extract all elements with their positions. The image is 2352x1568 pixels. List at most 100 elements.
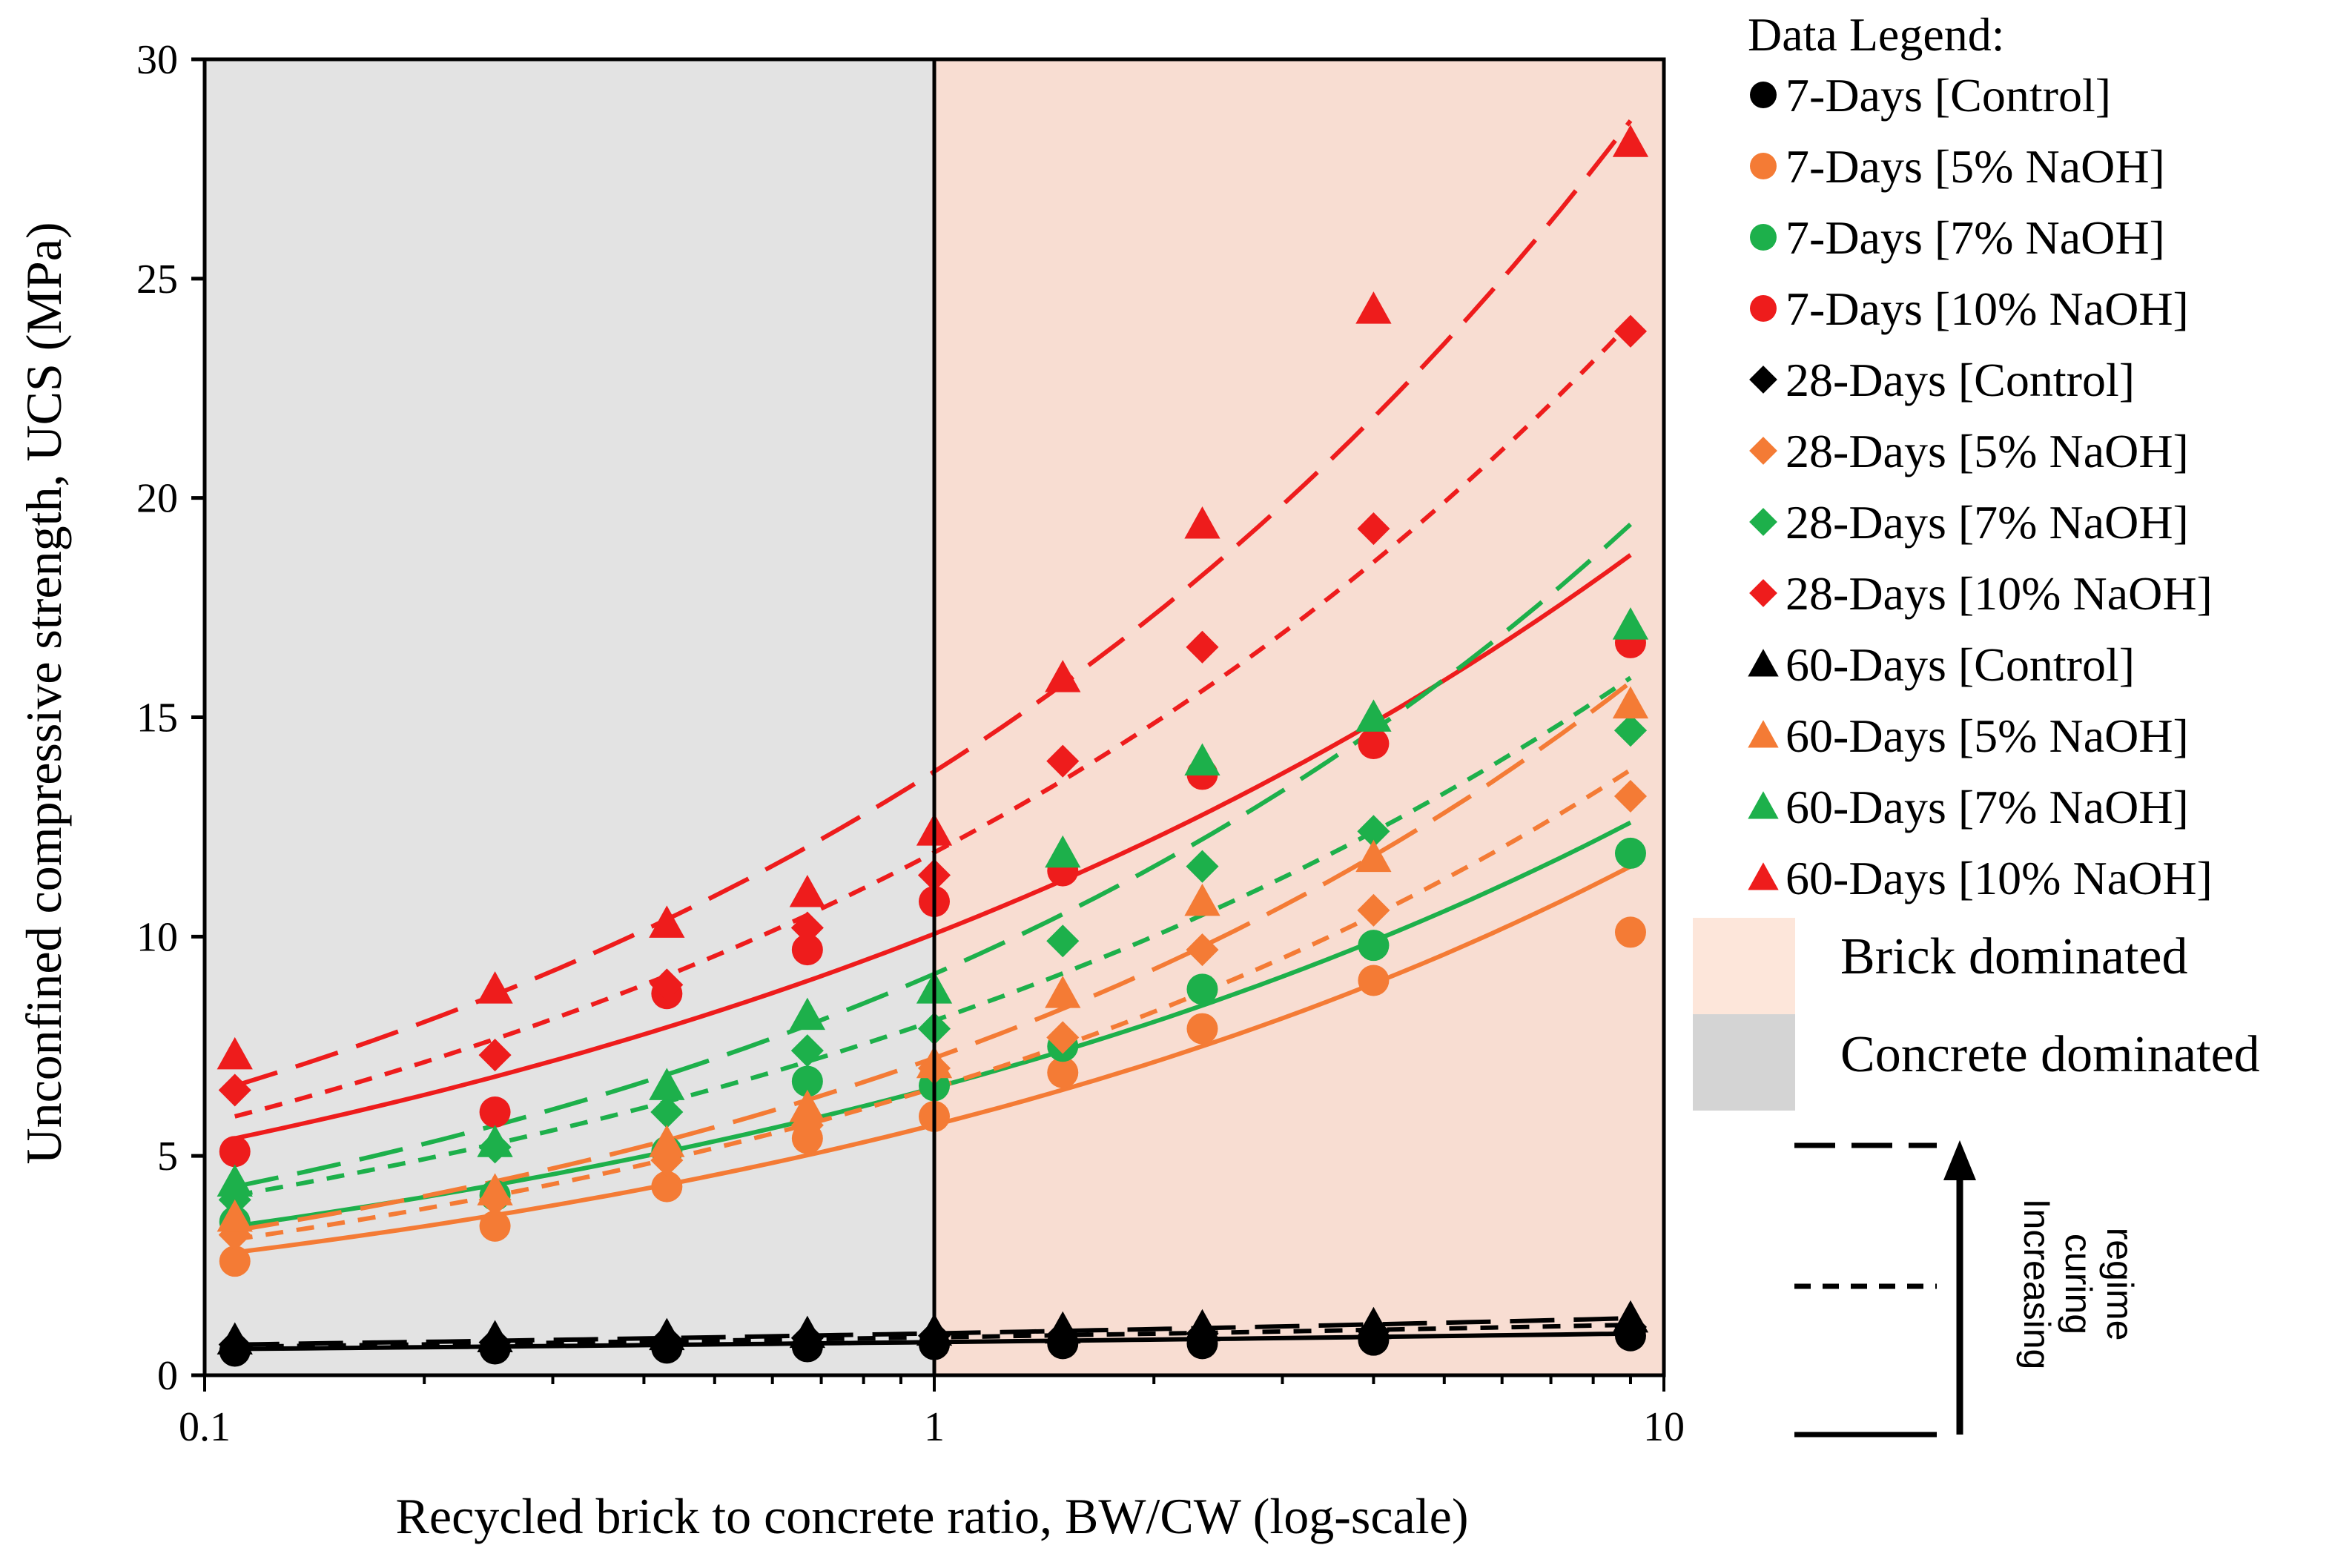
data-point-s10-1 xyxy=(477,1125,513,1157)
data-point-s5-8 xyxy=(1613,779,1648,813)
legend-label-1: 7-Days [5% NaOH] xyxy=(1786,140,2165,193)
data-point-s7-3 xyxy=(790,911,824,945)
legend-label-7: 28-Days [10% NaOH] xyxy=(1786,567,2213,620)
data-point-s10-0 xyxy=(217,1164,253,1197)
data-point-s11-1 xyxy=(477,971,513,1004)
fit-line-8 xyxy=(234,1316,1631,1347)
x-tick-label-0: 0.1 xyxy=(179,1404,231,1450)
fit-line-5 xyxy=(234,767,1632,1242)
data-point-s5-5 xyxy=(1046,1021,1080,1054)
data-point-s7-8 xyxy=(1613,314,1648,348)
legend-marker-2 xyxy=(1750,224,1777,251)
y-tick-label-5: 25 xyxy=(136,257,178,302)
data-point-s3-7 xyxy=(1358,728,1390,759)
data-point-s5-6 xyxy=(1186,933,1219,967)
data-point-s6-8 xyxy=(1613,714,1648,747)
legend-marker-9 xyxy=(1748,720,1779,748)
data-point-s9-3 xyxy=(789,1089,826,1122)
data-point-s7-5 xyxy=(1046,744,1080,778)
curing-note-line-3: regime xyxy=(2099,1228,2141,1341)
data-point-s9-1 xyxy=(477,1173,513,1205)
legend: Data Legend: 7-Days [Control] 7-Days [5% … xyxy=(1748,8,2213,904)
data-point-s2-7 xyxy=(1358,930,1390,962)
data-point-s5-7 xyxy=(1357,893,1390,927)
data-point-s1-2 xyxy=(651,1171,683,1203)
brick-dominated-swatch xyxy=(1693,918,1795,1014)
legend-label-9: 60-Days [5% NaOH] xyxy=(1786,709,2189,762)
legend-marker-7 xyxy=(1749,579,1777,607)
data-point-s9-7 xyxy=(1355,839,1392,873)
legend-label-10: 60-Days [7% NaOH] xyxy=(1786,781,2189,833)
data-point-s10-5 xyxy=(1045,835,1081,868)
data-point-s11-3 xyxy=(789,875,826,907)
data-point-s10-3 xyxy=(789,997,826,1031)
data-point-s8-2 xyxy=(649,1317,685,1351)
up-arrow-icon xyxy=(1943,1140,1976,1180)
region-brick-dominated xyxy=(934,59,1664,1375)
legend-label-8: 60-Days [Control] xyxy=(1786,638,2135,691)
data-point-s10-6 xyxy=(1184,743,1220,775)
x-tick-label-2: 10 xyxy=(1643,1404,1685,1450)
region-concrete-dominated xyxy=(205,59,934,1375)
legend-title: Data Legend: xyxy=(1748,8,2005,61)
curing-regime-note: Increasing curing regime xyxy=(1794,1140,2141,1438)
data-point-s6-7 xyxy=(1357,815,1390,848)
legend-marker-11 xyxy=(1748,862,1779,890)
data-point-s3-1 xyxy=(479,1096,511,1128)
data-point-s11-5 xyxy=(1045,660,1081,692)
data-point-s9-0 xyxy=(217,1199,253,1232)
data-point-s11-7 xyxy=(1355,291,1392,324)
data-point-s1-8 xyxy=(1614,916,1646,948)
legend-label-2: 7-Days [7% NaOH] xyxy=(1786,211,2165,264)
legend-label-6: 28-Days [7% NaOH] xyxy=(1786,496,2189,549)
legend-label-3: 7-Days [10% NaOH] xyxy=(1786,282,2189,335)
data-point-s10-8 xyxy=(1612,607,1649,640)
data-point-s6-3 xyxy=(790,1034,824,1068)
legend-marker-3 xyxy=(1750,295,1777,322)
data-point-s7-0 xyxy=(218,1074,251,1107)
y-tick-label-3: 15 xyxy=(136,695,178,741)
curing-note-line-2: curing xyxy=(2058,1234,2099,1334)
data-point-s3-3 xyxy=(791,934,823,966)
data-point-s8-0 xyxy=(217,1322,253,1354)
data-point-s11-8 xyxy=(1612,125,1649,157)
tick-labels: 0 5 10 15 20 25 30 0.1 1 10 xyxy=(136,37,1685,1450)
data-point-s11-6 xyxy=(1184,506,1220,539)
legend-label-4: 28-Days [Control] xyxy=(1786,354,2135,406)
legend-label-5: 28-Days [5% NaOH] xyxy=(1786,425,2189,477)
data-point-s1-0 xyxy=(219,1246,251,1277)
x-tick-label-1: 1 xyxy=(924,1404,945,1450)
data-point-s8-3 xyxy=(789,1315,826,1349)
data-point-s6-2 xyxy=(650,1095,684,1129)
x-axis-title: Recycled brick to concrete ratio, BW/CW … xyxy=(396,1488,1469,1544)
axes xyxy=(191,57,1666,1392)
legend-marker-0 xyxy=(1750,82,1777,108)
y-tick-label-6: 30 xyxy=(136,37,178,83)
data-point-s2-3 xyxy=(791,1065,823,1097)
background-regions xyxy=(205,59,1664,1375)
data-point-s1-7 xyxy=(1358,965,1390,996)
legend-marker-8 xyxy=(1748,649,1779,677)
y-tick-label-4: 20 xyxy=(136,476,178,522)
data-point-s10-2 xyxy=(649,1068,685,1100)
y-axis-title: Unconfined compressive strength, UCS (MP… xyxy=(16,222,72,1164)
data-point-s9-5 xyxy=(1045,976,1081,1008)
data-point-s6-5 xyxy=(1046,924,1080,958)
data-point-s7-7 xyxy=(1357,512,1390,546)
legend-marker-1 xyxy=(1750,153,1777,179)
data-point-s1-5 xyxy=(1047,1056,1079,1088)
data-point-s8-5 xyxy=(1045,1311,1081,1344)
data-point-s7-2 xyxy=(650,968,684,1002)
y-tick-label-0: 0 xyxy=(157,1353,178,1399)
legend-marker-5 xyxy=(1749,437,1777,465)
data-point-s9-8 xyxy=(1612,686,1649,719)
data-point-s2-8 xyxy=(1614,837,1646,869)
data-point-s11-0 xyxy=(217,1036,253,1070)
legend-label-0: 7-Days [Control] xyxy=(1786,69,2111,122)
data-point-s9-6 xyxy=(1184,883,1220,916)
data-point-s2-6 xyxy=(1186,973,1218,1005)
data-point-s8-7 xyxy=(1355,1306,1392,1340)
concrete-dominated-swatch xyxy=(1693,1014,1795,1111)
data-point-s1-1 xyxy=(479,1210,511,1242)
data-point-s8-6 xyxy=(1184,1309,1220,1342)
